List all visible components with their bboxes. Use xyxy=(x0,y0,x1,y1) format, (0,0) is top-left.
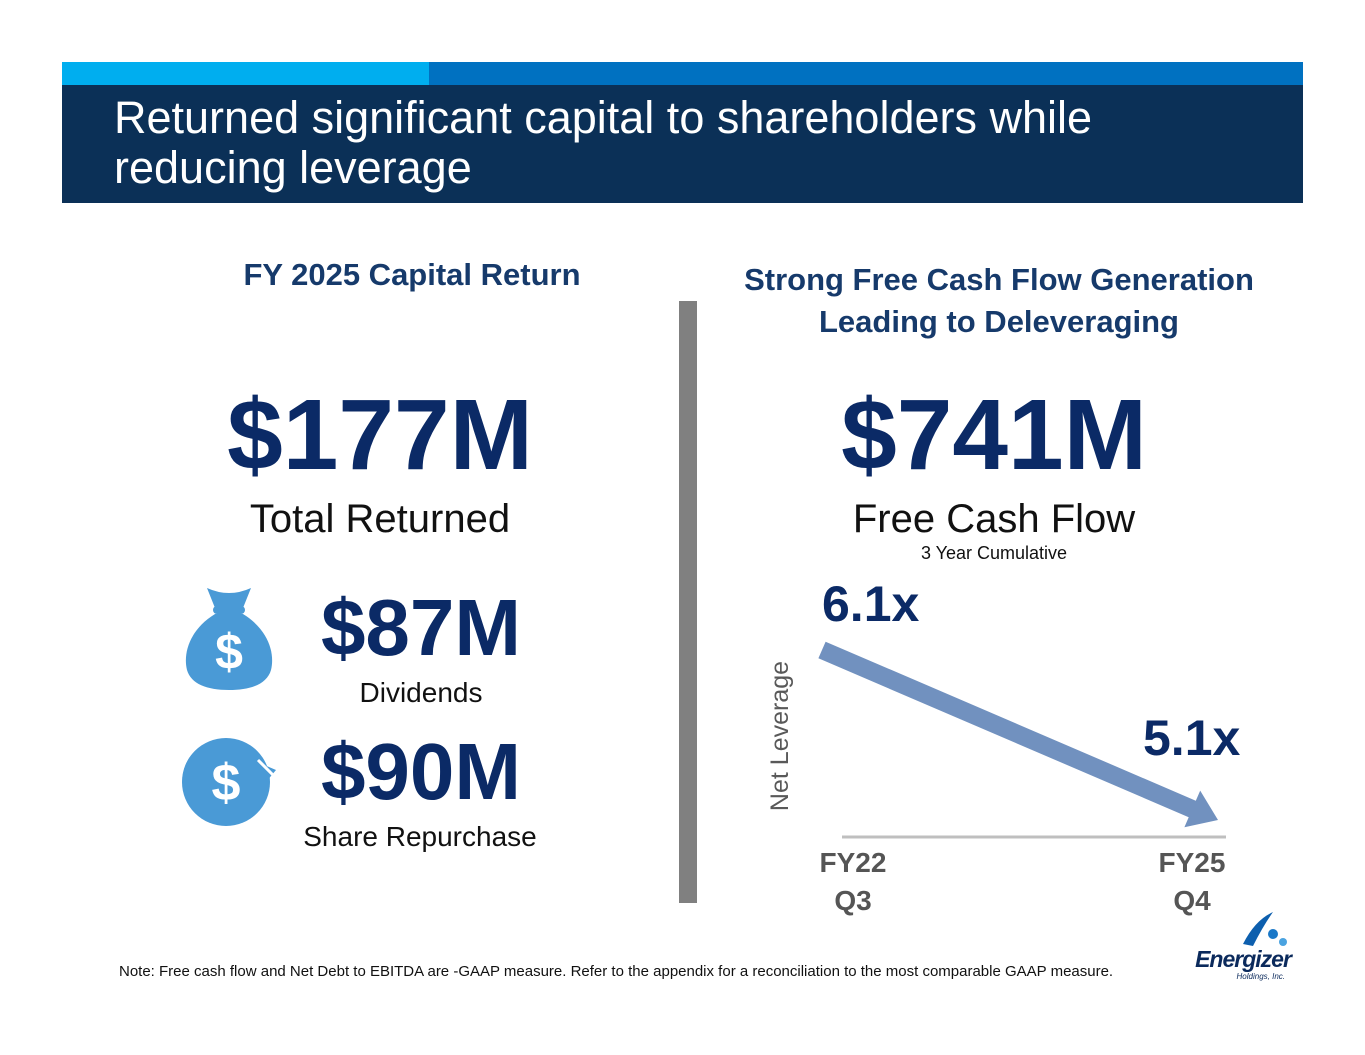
circular-arrow-dollar-icon: $ xyxy=(182,738,276,826)
fcf-heading-line2: Leading to Deleveraging xyxy=(818,304,1179,339)
free-cash-flow-sublabel: 3 Year Cumulative xyxy=(920,543,1068,563)
free-cash-flow-label: Free Cash Flow xyxy=(852,497,1136,541)
dividends-label: Dividends xyxy=(359,677,483,708)
logo-wordmark: Energizer xyxy=(1195,946,1292,972)
page-title: Returned significant capital to sharehol… xyxy=(114,92,1093,193)
x-tick-fy22-q3-line2: Q3 xyxy=(834,885,872,916)
header-accent-light xyxy=(62,62,429,85)
x-tick-fy22-q3: FY22 Q3 xyxy=(798,844,908,920)
leverage-start-label: 6.1x xyxy=(822,576,920,632)
total-returned-value: $177M xyxy=(227,379,533,491)
dividends-value: $87M xyxy=(320,583,522,672)
x-tick-fy25-q4-line2: Q4 xyxy=(1173,885,1211,916)
y-axis-label: Net Leverage xyxy=(766,660,794,812)
total-returned-label: Total Returned xyxy=(249,497,511,541)
header-accent-dark xyxy=(429,62,1303,85)
logo-subtext: Holdings, Inc. xyxy=(1236,972,1285,981)
share-repurchase-value: $90M xyxy=(320,727,522,816)
header-banner xyxy=(62,85,1303,203)
svg-text:$: $ xyxy=(215,624,243,680)
leverage-end-label: 5.1x xyxy=(1143,710,1241,766)
energizer-logo: Energizer Holdings, Inc. xyxy=(1193,910,1293,986)
svg-text:$: $ xyxy=(212,754,241,812)
vertical-divider xyxy=(679,301,697,903)
fcf-heading-line1: Strong Free Cash Flow Generation xyxy=(744,262,1254,297)
energizer-logo-mark xyxy=(1243,912,1287,946)
x-tick-fy25-q4-line1: FY25 xyxy=(1158,847,1226,878)
share-repurchase-label: Share Repurchase xyxy=(303,821,537,852)
leverage-trend-arrow xyxy=(818,641,1218,828)
free-cash-flow-value: $741M xyxy=(841,379,1147,491)
x-tick-fy22-q3-line1: FY22 xyxy=(819,847,887,878)
footnote: Note: Free cash flow and Net Debt to EBI… xyxy=(119,963,1114,980)
net-leverage-chart xyxy=(818,641,1226,839)
x-tick-fy25-q4: FY25 Q4 xyxy=(1137,844,1247,920)
money-bag-dollar-icon: $ xyxy=(185,588,273,690)
capital-return-heading: FY 2025 Capital Return xyxy=(243,257,581,292)
